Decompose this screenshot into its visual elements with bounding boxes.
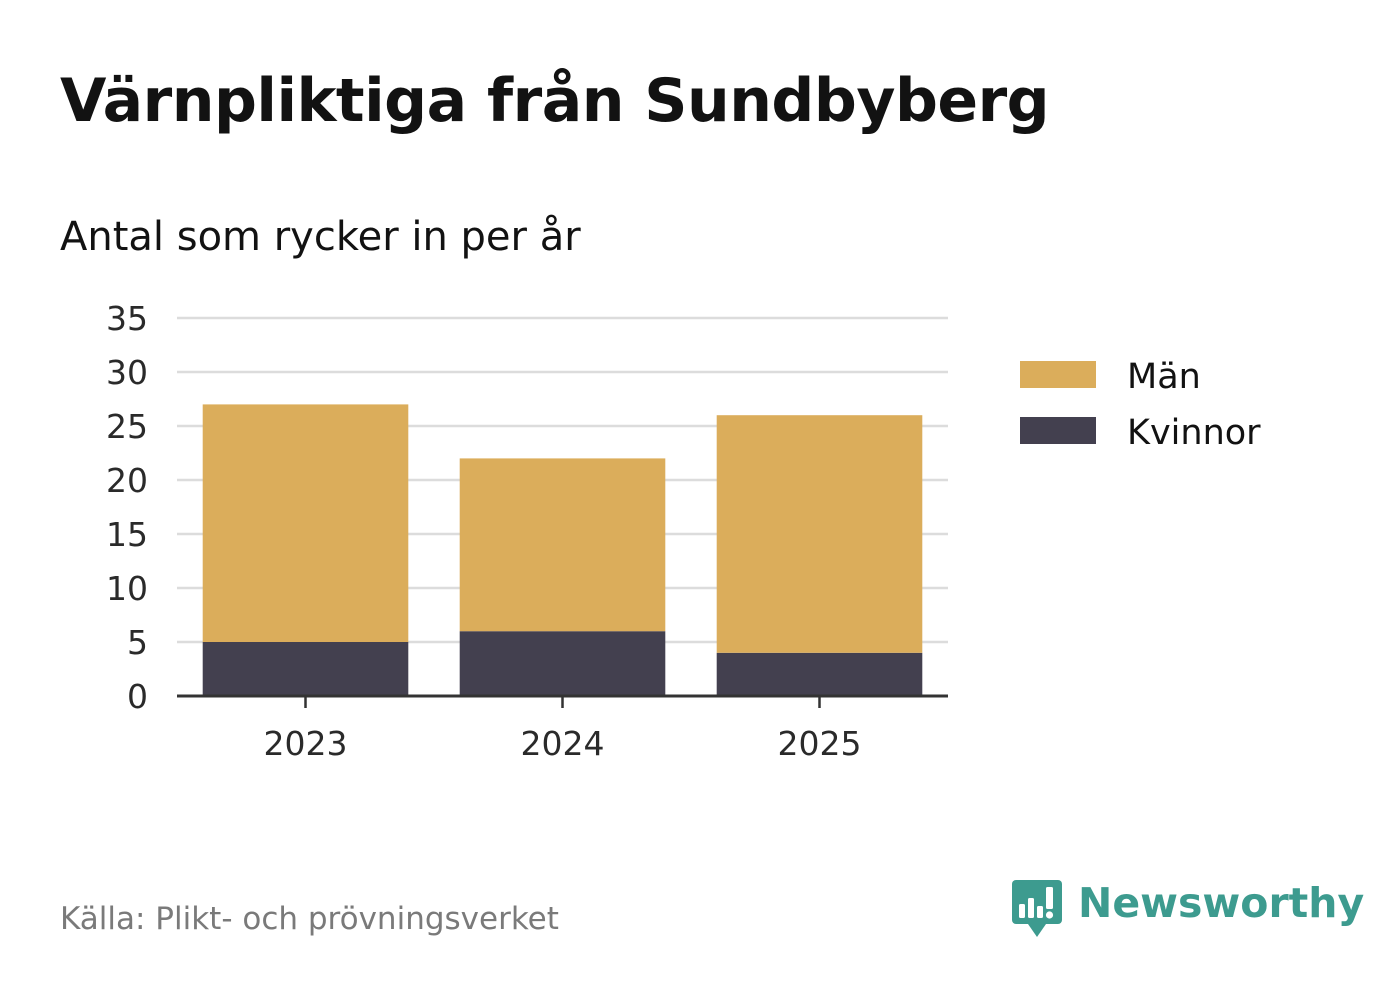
legend-swatch-män	[1020, 361, 1096, 388]
y-tick-label: 15	[106, 515, 148, 554]
y-tick-label: 0	[127, 677, 148, 716]
chart-subtitle: Antal som rycker in per år	[60, 214, 581, 260]
bar-män-2025	[716, 415, 923, 653]
y-tick-label: 25	[106, 407, 148, 446]
y-tick-label: 30	[106, 353, 148, 392]
chart-title: Värnpliktiga från Sundbyberg	[60, 66, 1050, 136]
legend-label-män: Män	[1127, 357, 1201, 397]
brand-name: Newsworthy	[1078, 879, 1365, 927]
bar-kvinnor-2023	[202, 642, 409, 696]
legend-label-kvinnor: Kvinnor	[1127, 413, 1261, 453]
bar-kvinnor-2025	[716, 652, 923, 696]
source-note: Källa: Plikt- och prövningsverket	[60, 901, 559, 937]
y-tick-label: 10	[106, 569, 148, 608]
x-tick-label: 2024	[521, 724, 605, 763]
bars	[202, 404, 923, 696]
y-tick-label: 20	[106, 461, 148, 500]
bar-män-2024	[459, 458, 666, 632]
legend: Män Kvinnor	[1020, 357, 1261, 453]
bar-kvinnor-2024	[459, 631, 666, 696]
x-tick-label: 2023	[264, 724, 348, 763]
newsworthy-logo-icon	[1012, 880, 1062, 937]
newsworthy-brand[interactable]: Newsworthy	[1012, 880, 1364, 940]
y-tick-label: 35	[106, 299, 148, 338]
x-tick-label: 2025	[778, 724, 862, 763]
legend-swatch-kvinnor	[1020, 417, 1096, 444]
bar-män-2023	[202, 404, 409, 642]
y-tick-label: 5	[127, 623, 148, 662]
